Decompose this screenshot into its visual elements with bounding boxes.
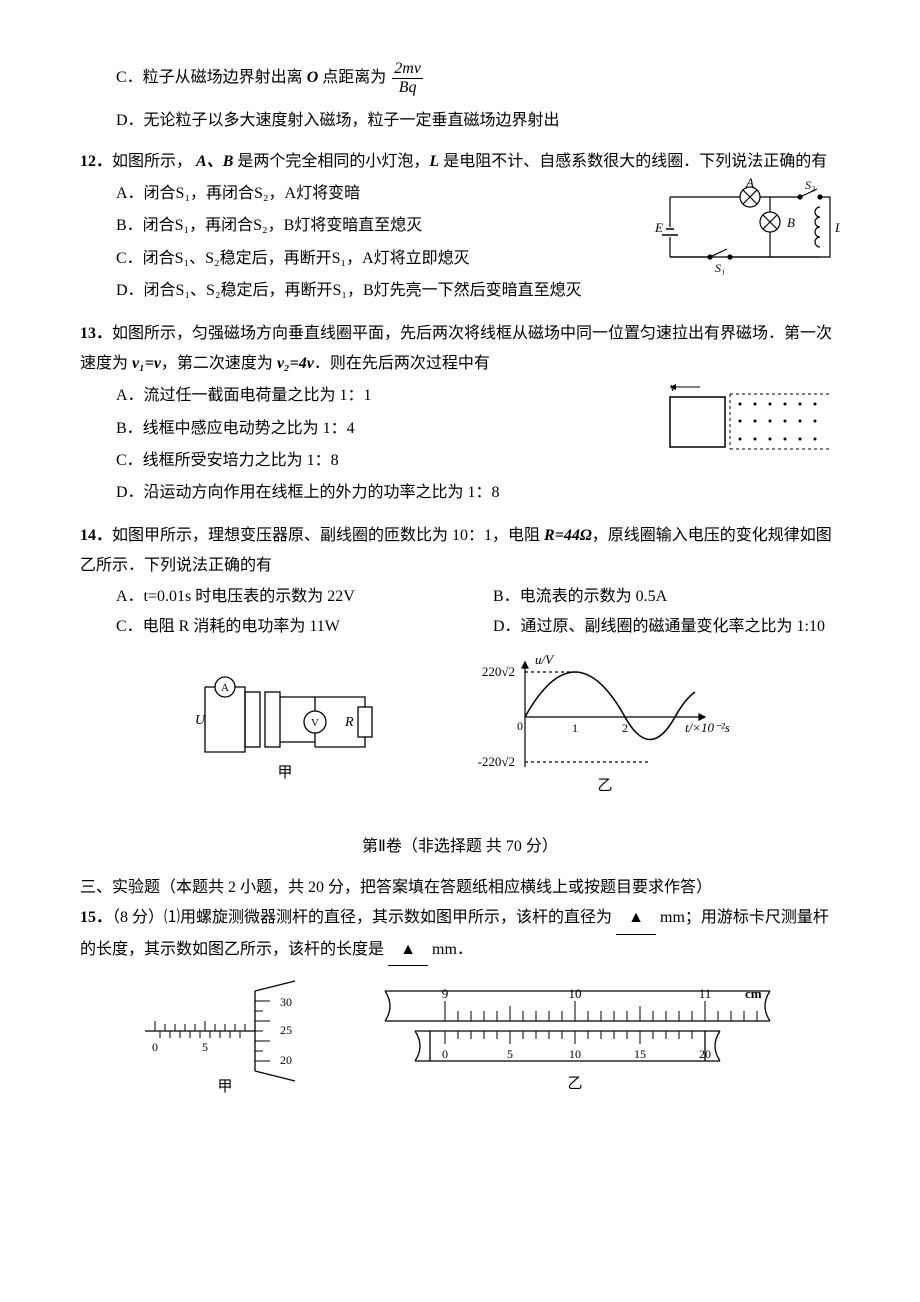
q12-optC: C．闭合S₁、S₂稳定后，再断开S₁，A灯将立即熄灭: [80, 244, 650, 274]
q11d-text: D．无论粒子以多大速度射入磁场，粒子一定垂直磁场边界射出: [116, 112, 560, 129]
svg-text:u/V: u/V: [535, 652, 555, 667]
q11c-var: O: [307, 69, 319, 86]
q11-optC: C．粒子从磁场边界射出离 O 点距离为 2mv Bq: [80, 60, 840, 96]
q15-lead: （8 分）⑴用螺旋测微器测杆的直径，其示数如图甲所示，该杆的直径为: [112, 909, 612, 926]
q14-optB: B．电流表的示数为 0.5A: [493, 582, 840, 612]
svg-text:A: A: [221, 682, 229, 694]
svg-text:25: 25: [280, 1023, 292, 1037]
svg-text:乙: 乙: [597, 778, 612, 792]
q15-micrometer: 0 5 30 25 20 甲: [135, 976, 335, 1096]
svg-text:S₂: S₂: [805, 178, 815, 192]
q14-num: 14．: [80, 527, 112, 544]
svg-text:2: 2: [622, 721, 628, 735]
q12-s3: 是电阻不计、自感系数很大的线圈．下列说法正确的有: [439, 153, 827, 170]
svg-text:0: 0: [442, 1047, 448, 1061]
q12-optD: D．闭合S₁、S₂稳定后，再断开S₁，B灯先亮一下然后变暗直至熄灭: [80, 276, 650, 306]
q14-fig-right: u/V t/×10⁻²s 220√2 -220√2 0 1 2 乙: [455, 652, 735, 792]
q12-optA: A．闭合S₁，再闭合S₂，A灯将变暗: [80, 179, 650, 209]
svg-text:甲: 甲: [277, 765, 292, 781]
frac-den: Bq: [392, 79, 423, 97]
q12: 12．如图所示， A、B 是两个完全相同的小灯泡，L 是电阻不计、自感系数很大的…: [80, 147, 840, 309]
svg-text:E: E: [654, 220, 663, 235]
svg-text:L: L: [834, 220, 840, 235]
svg-text:5: 5: [202, 1040, 208, 1054]
q13: 13．如图所示，匀强磁场方向垂直线圈平面，先后两次将线框从磁场中同一位置匀速拉出…: [80, 319, 840, 511]
q13-s2: ，第二次速度为: [161, 355, 277, 372]
svg-text:9: 9: [442, 986, 449, 1001]
q15-num: 15．: [80, 909, 112, 926]
q13-num: 13．: [80, 325, 112, 342]
frac-num: 2mv: [392, 60, 423, 79]
q14-s1: 如图甲所示，理想变压器原、副线圈的匝数比为 10：1，电阻: [112, 527, 544, 544]
q12-s1: 如图所示，: [112, 153, 196, 170]
q14-optC: C．电阻 R 消耗的电功率为 11W: [116, 612, 463, 642]
q15: 15．（8 分）⑴用螺旋测微器测杆的直径，其示数如图甲所示，该杆的直径为 ▲ m…: [80, 903, 840, 966]
blank-2: ▲: [388, 935, 428, 966]
blank-1: ▲: [616, 903, 656, 934]
svg-text:cm: cm: [745, 986, 762, 1001]
svg-text:20: 20: [699, 1047, 711, 1061]
q11c-text1: C．粒子从磁场边界射出离: [116, 69, 307, 86]
q14: 14．如图甲所示，理想变压器原、副线圈的匝数比为 10：1，电阻 R=44Ω，原…: [80, 521, 840, 793]
q13-optD: D．沿运动方向作用在线框上的外力的功率之比为 1：8: [80, 478, 660, 508]
svg-text:10: 10: [569, 1047, 581, 1061]
svg-text:B: B: [787, 215, 795, 230]
svg-text:220√2: 220√2: [482, 664, 515, 679]
q12-circuit: A B L E S₁ S₂: [650, 177, 840, 287]
q13-optC: C．线框所受安培力之比为 1：8: [80, 446, 660, 476]
svg-text:15: 15: [634, 1047, 646, 1061]
svg-text:甲: 甲: [217, 1079, 232, 1095]
svg-text:A: A: [745, 177, 754, 190]
svg-text:0: 0: [517, 719, 523, 733]
q14-R: R=44Ω: [544, 527, 592, 544]
svg-text:5: 5: [507, 1047, 513, 1061]
section3-header: 三、实验题（本题共 2 小题，共 20 分，把答案填在答题纸相应横线上或按题目要…: [80, 873, 840, 903]
q13-v1: v₁=v: [132, 355, 161, 372]
q15-u2: mm．: [432, 941, 473, 958]
q13-v2: v₂=4v: [277, 355, 314, 372]
svg-text:-220√2: -220√2: [478, 754, 515, 769]
q11-optD: D．无论粒子以多大速度射入磁场，粒子一定垂直磁场边界射出: [80, 106, 840, 136]
svg-text:10: 10: [569, 986, 582, 1001]
svg-text:V: V: [311, 717, 319, 729]
svg-text:U: U: [195, 713, 206, 728]
svg-text:S₁: S₁: [715, 261, 725, 275]
q12-optB: B．闭合S₁，再闭合S₂，B灯将变暗直至熄灭: [80, 211, 650, 241]
q12-s2: 是两个完全相同的小灯泡，: [233, 153, 429, 170]
q12-v2: L: [429, 153, 439, 170]
svg-text:11: 11: [699, 986, 712, 1001]
svg-text:乙: 乙: [567, 1076, 582, 1092]
svg-text:1: 1: [572, 721, 578, 735]
q11c-text2: 点距离为: [318, 69, 386, 86]
q12-v1: A、B: [196, 153, 233, 170]
q15-vernier: 9 10 11 cm 0 5 10 15 20 乙: [375, 976, 785, 1096]
q14-optA: A．t=0.01s 时电压表的示数为 22V: [116, 582, 463, 612]
svg-text:t/×10⁻²s: t/×10⁻²s: [685, 720, 730, 735]
q12-num: 12．: [80, 153, 112, 170]
q13-optA: A．流过任一截面电荷量之比为 1：1: [80, 381, 660, 411]
q14-fig-left: A V U R 甲: [185, 652, 395, 792]
q13-s3: ．则在先后两次过程中有: [314, 355, 490, 372]
svg-text:30: 30: [280, 995, 292, 1009]
q14-optD: D．通过原、副线圈的磁通量变化率之比为 1:10: [493, 612, 840, 642]
fraction: 2mv Bq: [392, 60, 423, 96]
q13-optB: B．线框中感应电动势之比为 1：4: [80, 414, 660, 444]
q13-figure: v: [660, 379, 840, 459]
svg-text:R: R: [344, 715, 354, 730]
svg-text:0: 0: [152, 1040, 158, 1054]
svg-text:20: 20: [280, 1053, 292, 1067]
part2-title: 第Ⅱ卷（非选择题 共 70 分）: [80, 832, 840, 862]
